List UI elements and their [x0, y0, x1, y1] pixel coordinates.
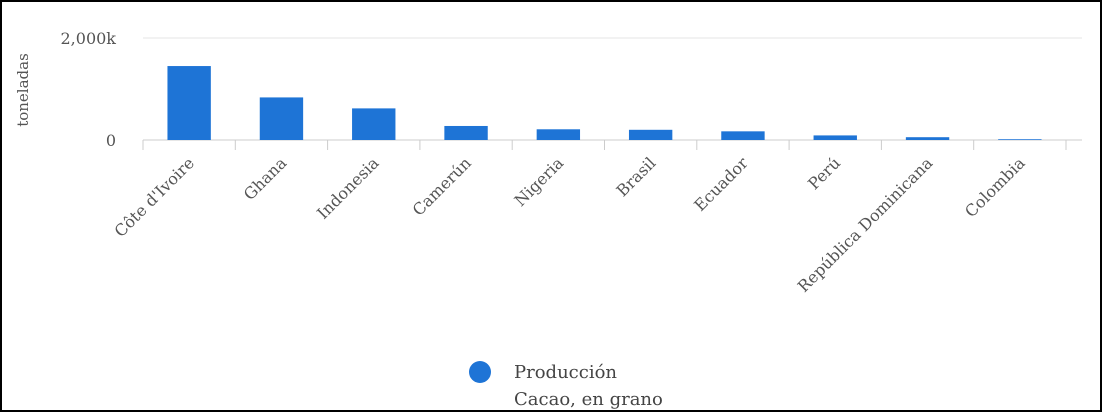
bar[interactable] [167, 66, 211, 140]
x-category-label: Brasil [613, 153, 660, 200]
bar[interactable] [813, 135, 857, 140]
bar[interactable] [536, 129, 581, 140]
x-category-label: Côte d'Ivoire [110, 153, 197, 240]
y-axis-title: toneladas [14, 53, 32, 127]
legend-marker [469, 361, 491, 383]
x-category-label: Ecuador [690, 153, 752, 215]
bar[interactable] [444, 125, 488, 140]
x-category-label: Colombia [961, 153, 1029, 221]
bar[interactable] [259, 97, 304, 140]
legend-series-name: Producción [514, 362, 617, 383]
x-category-label: Nigeria [511, 153, 568, 210]
x-category-label: Ghana [240, 153, 291, 204]
bar[interactable] [905, 137, 950, 140]
x-category-label: Camerún [409, 153, 475, 219]
bar[interactable] [998, 139, 1042, 140]
legend-series-subtitle: Cacao, en grano [514, 389, 663, 410]
bar[interactable] [352, 108, 396, 140]
y-tick-label: 0 [106, 131, 116, 150]
bar[interactable] [628, 129, 673, 140]
x-category-label: Perú [804, 153, 844, 193]
legend: Producción Cacao, en grano [469, 361, 663, 410]
y-tick-label: 2,000k [61, 29, 117, 48]
bar[interactable] [721, 131, 765, 140]
x-category-label: Indonesia [313, 153, 383, 223]
